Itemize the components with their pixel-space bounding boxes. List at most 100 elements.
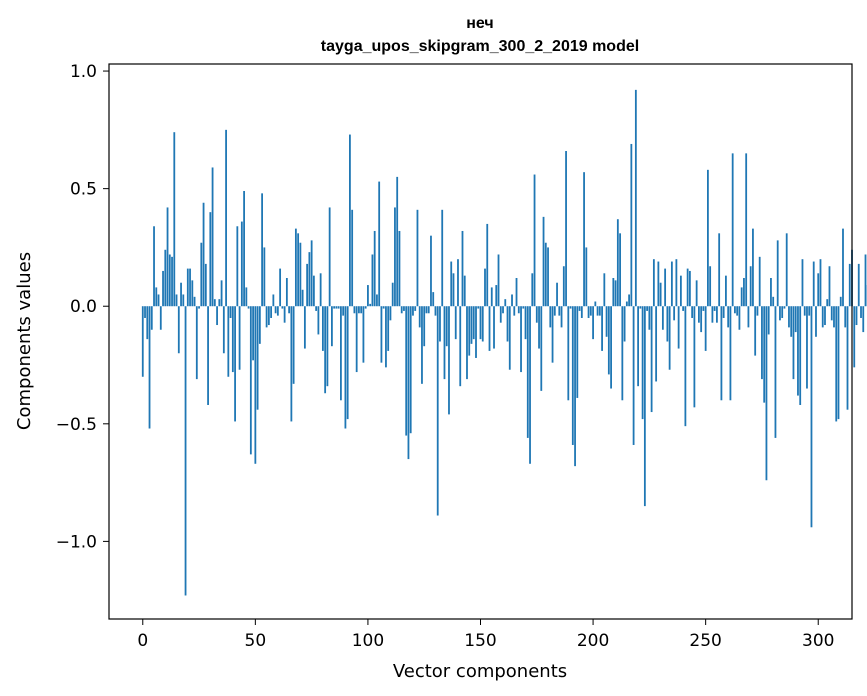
bar-250 [704, 306, 707, 351]
bar-319 [860, 306, 862, 318]
bar-164 [511, 294, 513, 307]
bar-310 [839, 296, 842, 307]
bar-290 [794, 306, 797, 333]
bar-99 [364, 306, 367, 309]
bar-307 [833, 306, 835, 328]
bar-151 [481, 306, 484, 342]
bar-298 [812, 261, 815, 307]
bar-293 [801, 259, 804, 307]
bar-178 [542, 216, 545, 307]
bar-267 [743, 278, 745, 307]
bar-113 [396, 176, 399, 307]
bar-115 [400, 306, 403, 314]
bar-226 [650, 306, 653, 413]
bar-54 [263, 247, 266, 307]
bar-212 [619, 233, 621, 307]
bar-142 [461, 230, 464, 307]
bar-171 [526, 306, 529, 438]
bar-320 [862, 306, 865, 333]
bar-271 [752, 228, 754, 307]
bar-223 [643, 306, 646, 507]
bar-14 [173, 132, 176, 307]
bar-213 [621, 306, 624, 401]
bar-296 [808, 306, 811, 316]
bar-18 [182, 294, 185, 307]
bar-276 [763, 306, 766, 403]
bar-228 [655, 306, 658, 382]
bar-1 [144, 306, 146, 318]
bar-23 [193, 296, 196, 307]
bar-179 [544, 242, 547, 307]
bar-265 [738, 306, 741, 330]
bar-311 [842, 228, 844, 307]
bar-168 [520, 306, 522, 373]
bar-283 [779, 306, 781, 321]
bar-262 [731, 153, 734, 307]
bar-295 [806, 306, 808, 389]
bar-59 [274, 306, 277, 314]
bar-279 [770, 278, 772, 307]
bar-156 [493, 306, 495, 349]
bar-84 [331, 306, 333, 347]
bar-263 [734, 306, 736, 314]
bar-71 [301, 289, 304, 307]
bar-112 [394, 207, 396, 307]
bar-150 [479, 306, 482, 340]
x-tick-label: 200 [577, 631, 609, 651]
bar-11 [166, 207, 169, 307]
bar-130 [434, 306, 437, 316]
bar-73 [306, 263, 309, 307]
bar-306 [830, 306, 833, 321]
bar-117 [405, 306, 408, 436]
bar-101 [369, 303, 372, 307]
bar-22 [191, 280, 194, 307]
bar-253 [711, 306, 714, 323]
bar-227 [652, 259, 655, 307]
y-tick-label: 0.0 [70, 297, 97, 317]
x-axis-ticks: 0 50 100 150 200 250 300 [137, 619, 834, 651]
bar-198 [587, 306, 590, 318]
bar-192 [574, 306, 576, 467]
y-tick-label: −0.5 [56, 415, 97, 435]
bar-170 [524, 306, 527, 340]
bar-220 [637, 306, 640, 387]
bar-120 [412, 306, 414, 316]
bar-43 [238, 306, 241, 370]
bar-72 [303, 306, 306, 349]
bar-41 [234, 306, 236, 422]
bar-50 [254, 306, 257, 464]
bar-240 [682, 306, 685, 311]
bar-185 [558, 306, 561, 316]
bar-161 [504, 299, 507, 307]
bar-129 [432, 292, 435, 307]
bar-215 [625, 301, 628, 307]
bar-256 [718, 233, 721, 307]
bar-48 [249, 306, 252, 455]
bar-65 [288, 306, 291, 314]
bar-166 [515, 278, 518, 307]
bar-242 [686, 268, 689, 307]
bar-260 [727, 306, 730, 328]
bar-239 [679, 275, 682, 307]
bar-222 [641, 306, 644, 420]
bar-321 [864, 254, 867, 307]
bar-207 [607, 306, 610, 375]
bar-235 [670, 261, 673, 307]
bar-121 [414, 306, 417, 311]
bar-280 [772, 296, 775, 307]
bar-180 [547, 247, 549, 307]
bar-237 [675, 259, 678, 307]
bar-19 [184, 306, 187, 596]
bar-152 [484, 268, 486, 307]
bar-175 [535, 306, 538, 323]
bar-211 [616, 219, 619, 307]
bar-224 [646, 306, 649, 311]
bar-70 [299, 242, 302, 307]
bar-97 [360, 306, 363, 314]
bar-217 [630, 143, 633, 307]
y-tick-label: 0.5 [70, 180, 97, 200]
bar-182 [551, 306, 554, 363]
bar-56 [267, 306, 270, 326]
bar-21 [189, 268, 191, 307]
